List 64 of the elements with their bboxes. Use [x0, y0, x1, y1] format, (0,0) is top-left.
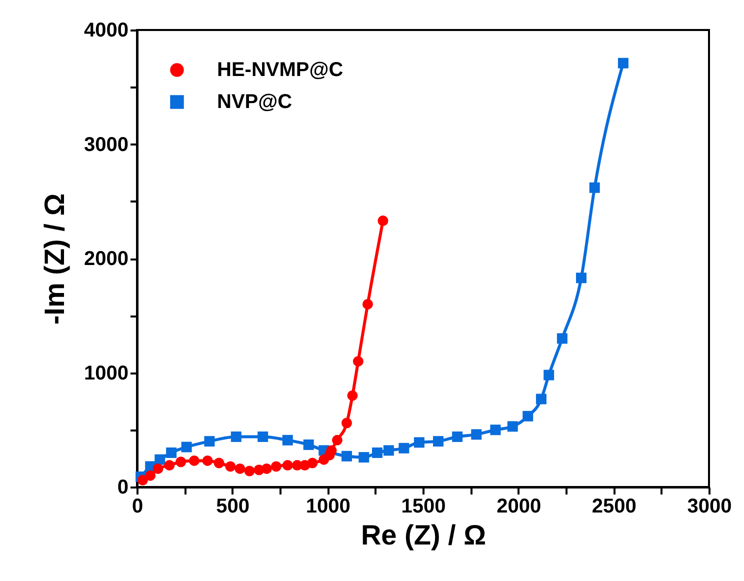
point [258, 431, 268, 442]
x-tick-label: 2500 [592, 496, 636, 518]
point [307, 458, 318, 468]
point [536, 394, 546, 404]
point [225, 461, 236, 472]
point [341, 450, 352, 462]
legend-label: NVP@C [217, 91, 292, 113]
point [522, 410, 534, 422]
point [358, 452, 370, 463]
x-axis-title: Re (Z) / Ω [360, 520, 486, 550]
point [188, 455, 200, 466]
point [303, 439, 314, 450]
point [270, 461, 282, 472]
x-tick-label: 0 [132, 496, 144, 518]
point [202, 455, 213, 466]
point [137, 474, 148, 486]
point [166, 447, 177, 458]
point [176, 456, 186, 468]
point [282, 460, 293, 471]
y-tick-label: 0 [117, 476, 128, 498]
point [154, 454, 166, 465]
y-tick-label: 4000 [84, 20, 128, 42]
point [352, 356, 364, 367]
point [326, 445, 337, 456]
point [164, 460, 175, 471]
legend-label: HE-NVMP@C [217, 59, 344, 81]
point [181, 442, 192, 452]
point [507, 421, 518, 432]
y-axis-title: -Im (Z) / Ω [39, 193, 70, 325]
x-tick-label: 3000 [687, 496, 732, 518]
y-tick-label: 3000 [84, 134, 128, 156]
point [261, 463, 272, 474]
point [589, 182, 600, 193]
point [204, 436, 215, 447]
point [152, 463, 164, 474]
point [362, 298, 373, 310]
point [372, 447, 382, 458]
y-tick-label: 2000 [84, 248, 128, 270]
point [471, 429, 482, 440]
x-tick-label: 1000 [306, 496, 350, 518]
point [452, 431, 463, 442]
point [230, 431, 242, 442]
point [282, 434, 293, 446]
point [398, 442, 410, 454]
point [332, 434, 342, 446]
point [214, 458, 224, 468]
point [244, 466, 255, 476]
x-tick-label: 1500 [401, 496, 446, 518]
y-tick-label: 1000 [84, 362, 128, 384]
x-tick-label: 500 [216, 496, 250, 518]
point [378, 216, 388, 226]
point [383, 445, 394, 456]
point [618, 58, 628, 68]
point [490, 424, 501, 436]
point [145, 470, 156, 481]
point [433, 436, 444, 447]
point [234, 463, 246, 474]
point [414, 437, 424, 448]
point [576, 272, 586, 284]
point [556, 333, 568, 344]
point [347, 390, 358, 401]
x-tick-label: 2000 [496, 496, 542, 518]
point [544, 370, 554, 380]
point [341, 418, 352, 428]
